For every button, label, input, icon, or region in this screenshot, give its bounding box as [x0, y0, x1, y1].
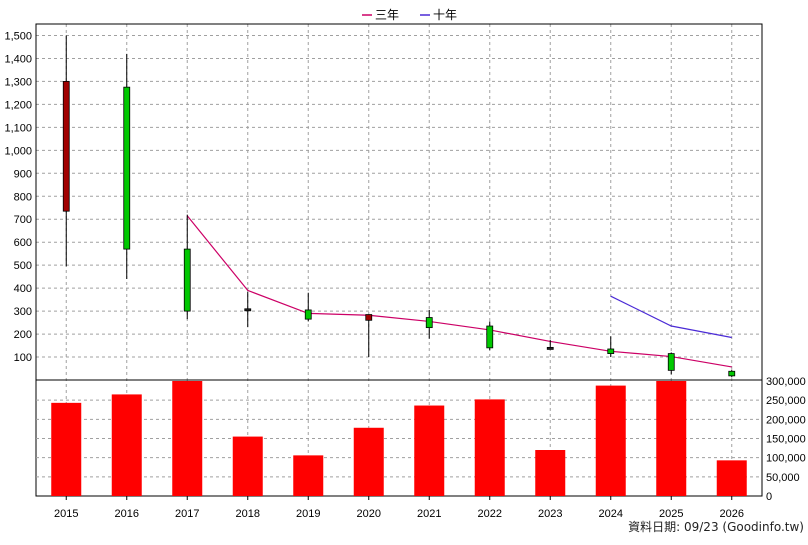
candle-body	[728, 370, 736, 377]
candle-body	[183, 248, 191, 312]
candle-2025	[667, 352, 675, 375]
data-date-footer: 資料日期: 09/23 (Goodinfo.tw)	[628, 520, 804, 534]
legend-item-three-year: 三年	[362, 8, 399, 22]
price-tick-label: 200	[14, 329, 32, 341]
x-tick-label: 2020	[357, 508, 381, 520]
candle-body	[667, 353, 675, 371]
price-tick-label: 600	[14, 237, 32, 249]
x-tick-label: 2015	[54, 508, 78, 520]
volume-tick-label: 0	[766, 491, 772, 503]
x-tick-label: 2024	[599, 508, 623, 520]
candle-2021	[425, 309, 433, 339]
price-tick-label: 1,400	[4, 53, 32, 65]
price-tick-label: 800	[14, 191, 32, 203]
price-tick-label: 900	[14, 168, 32, 180]
candle-body	[607, 348, 615, 354]
x-tick-label: 2026	[720, 508, 744, 520]
price-tick-label: 700	[14, 214, 32, 226]
candle-2022	[486, 321, 494, 351]
volume-bar-2026	[716, 460, 747, 496]
volume-bar-2022	[474, 399, 505, 496]
x-tick-label: 2016	[115, 508, 139, 520]
volume-bar-2024	[595, 385, 626, 496]
price-tick-label: 500	[14, 260, 32, 272]
candle-2015	[62, 35, 70, 267]
candle-body	[546, 346, 554, 350]
plot-border	[35, 23, 763, 497]
candle-2024	[607, 336, 615, 358]
candle-body	[244, 308, 252, 312]
volume-bar-2017	[172, 381, 203, 496]
candle-2018	[244, 291, 252, 328]
volume-tick-label: 200,000	[766, 414, 806, 426]
candle-body	[425, 317, 433, 329]
volume-bar-2025	[656, 381, 687, 496]
ten-year-line	[610, 295, 732, 339]
volume-bar-2019	[293, 455, 324, 496]
candle-body	[304, 309, 312, 320]
volume-tick-label: 150,000	[766, 434, 806, 446]
volume-bar-2023	[535, 450, 566, 496]
price-tick-label: 1,200	[4, 99, 32, 111]
candle-body	[365, 314, 373, 321]
volume-tick-label: 100,000	[766, 453, 806, 465]
candle-2026	[728, 369, 736, 378]
legend: 三年 十年	[362, 8, 457, 22]
x-tick-label: 2023	[538, 508, 562, 520]
volume-bar-2015	[51, 402, 82, 496]
three-year-line	[186, 215, 732, 368]
volume-panel: 0 50,000 100,000 150,000 200,000 250,000 300,0…	[36, 376, 806, 503]
x-tick-label: 2017	[175, 508, 199, 520]
volume-tick-label: 300,000	[766, 376, 806, 388]
price-tick-label: 100	[14, 352, 32, 364]
x-tick-label: 2022	[478, 508, 502, 520]
candle-body	[486, 325, 494, 349]
price-tick-label: 1,000	[4, 145, 32, 157]
volume-tick-label: 50,000	[766, 472, 800, 484]
volume-tick-label: 250,000	[766, 395, 806, 407]
x-tick-label: 2021	[417, 508, 441, 520]
legend-item-ten-year: 十年	[420, 8, 457, 22]
candle-body	[62, 81, 70, 212]
legend-label: 十年	[433, 8, 457, 22]
volume-bar-2016	[111, 394, 142, 496]
price-tick-label: 1,100	[4, 122, 32, 134]
legend-label: 三年	[375, 8, 399, 22]
volume-bar-2021	[414, 405, 445, 496]
price-panel: 100 200 300 400 500 600 700 800 900 1,000 1,100 1,2…	[4, 23, 763, 497]
candle-2016	[123, 53, 131, 279]
price-tick-label: 400	[14, 283, 32, 295]
x-tick-label: 2018	[236, 508, 260, 520]
price-tick-label: 1,500	[4, 30, 32, 42]
price-tick-label: 1,300	[4, 76, 32, 88]
candle-2023	[546, 339, 554, 350]
volume-bar-2018	[232, 436, 263, 496]
x-tick-label: 2025	[659, 508, 683, 520]
candle-2017	[183, 214, 191, 320]
x-tick-label: 2019	[296, 508, 320, 520]
volume-bar-2020	[353, 427, 384, 496]
candle-2020	[365, 314, 373, 358]
candle-body	[123, 86, 131, 250]
price-tick-label: 300	[14, 306, 32, 318]
x-axis: 2015 2016 2017 2018 2019 2020 2021 2022 2023 2024…	[54, 496, 744, 520]
candle-2019	[304, 292, 312, 322]
